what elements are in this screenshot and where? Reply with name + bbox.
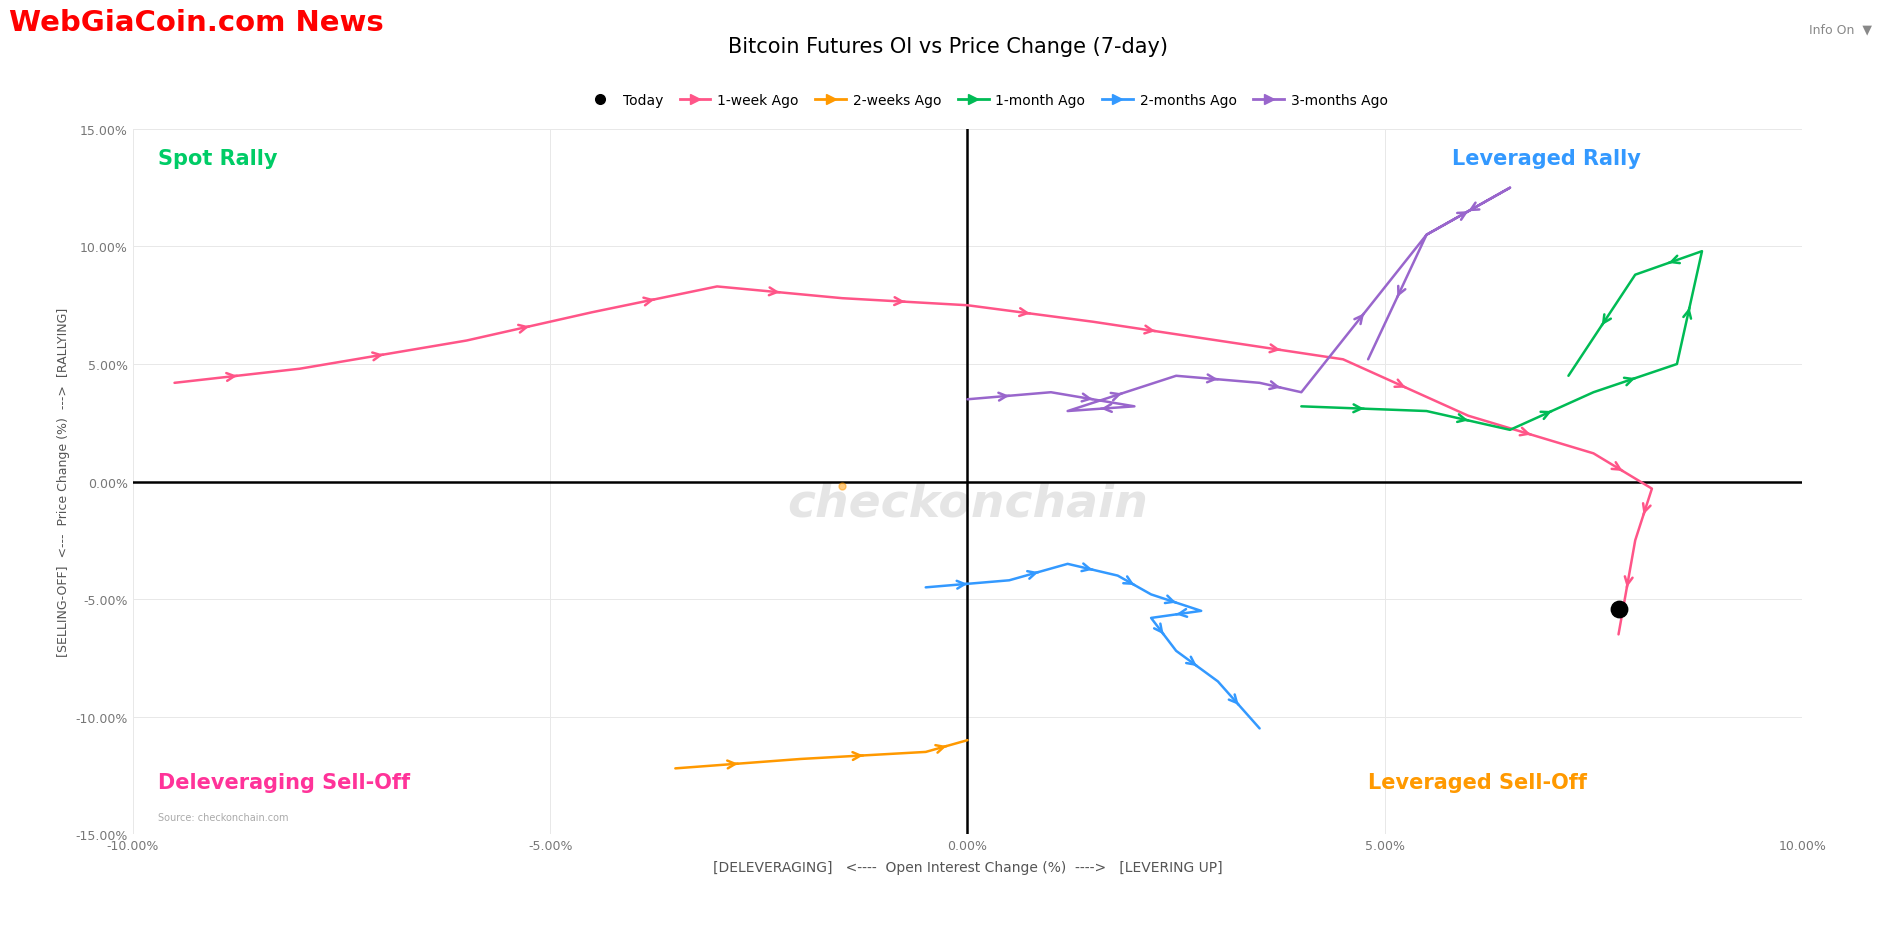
Text: Leveraged Sell-Off: Leveraged Sell-Off [1368, 772, 1588, 792]
Text: Spot Rally: Spot Rally [157, 148, 277, 169]
Point [1603, 602, 1633, 616]
Text: Leveraged Rally: Leveraged Rally [1451, 148, 1641, 169]
Text: Deleveraging Sell-Off: Deleveraging Sell-Off [157, 772, 410, 792]
Y-axis label: [SELLING-OFF]  <---  Price Change (%)  --->  [RALLYING]: [SELLING-OFF] <--- Price Change (%) --->… [57, 308, 70, 656]
X-axis label: [DELEVERAGING]   <----  Open Interest Change (%)  ---->   [LEVERING UP]: [DELEVERAGING] <---- Open Interest Chang… [713, 860, 1222, 874]
Text: checkonchain: checkonchain [787, 481, 1148, 526]
Legend: Today, 1-week Ago, 2-weeks Ago, 1-month Ago, 2-months Ago, 3-months Ago: Today, 1-week Ago, 2-weeks Ago, 1-month … [579, 88, 1394, 114]
Text: Source: checkonchain.com: Source: checkonchain.com [157, 813, 288, 822]
Text: Info On  ▼: Info On ▼ [1810, 23, 1872, 36]
Text: Bitcoin Futures OI vs Price Change (7-day): Bitcoin Futures OI vs Price Change (7-da… [728, 37, 1169, 57]
Text: WebGiaCoin.com News: WebGiaCoin.com News [9, 9, 385, 37]
Point [827, 479, 857, 494]
